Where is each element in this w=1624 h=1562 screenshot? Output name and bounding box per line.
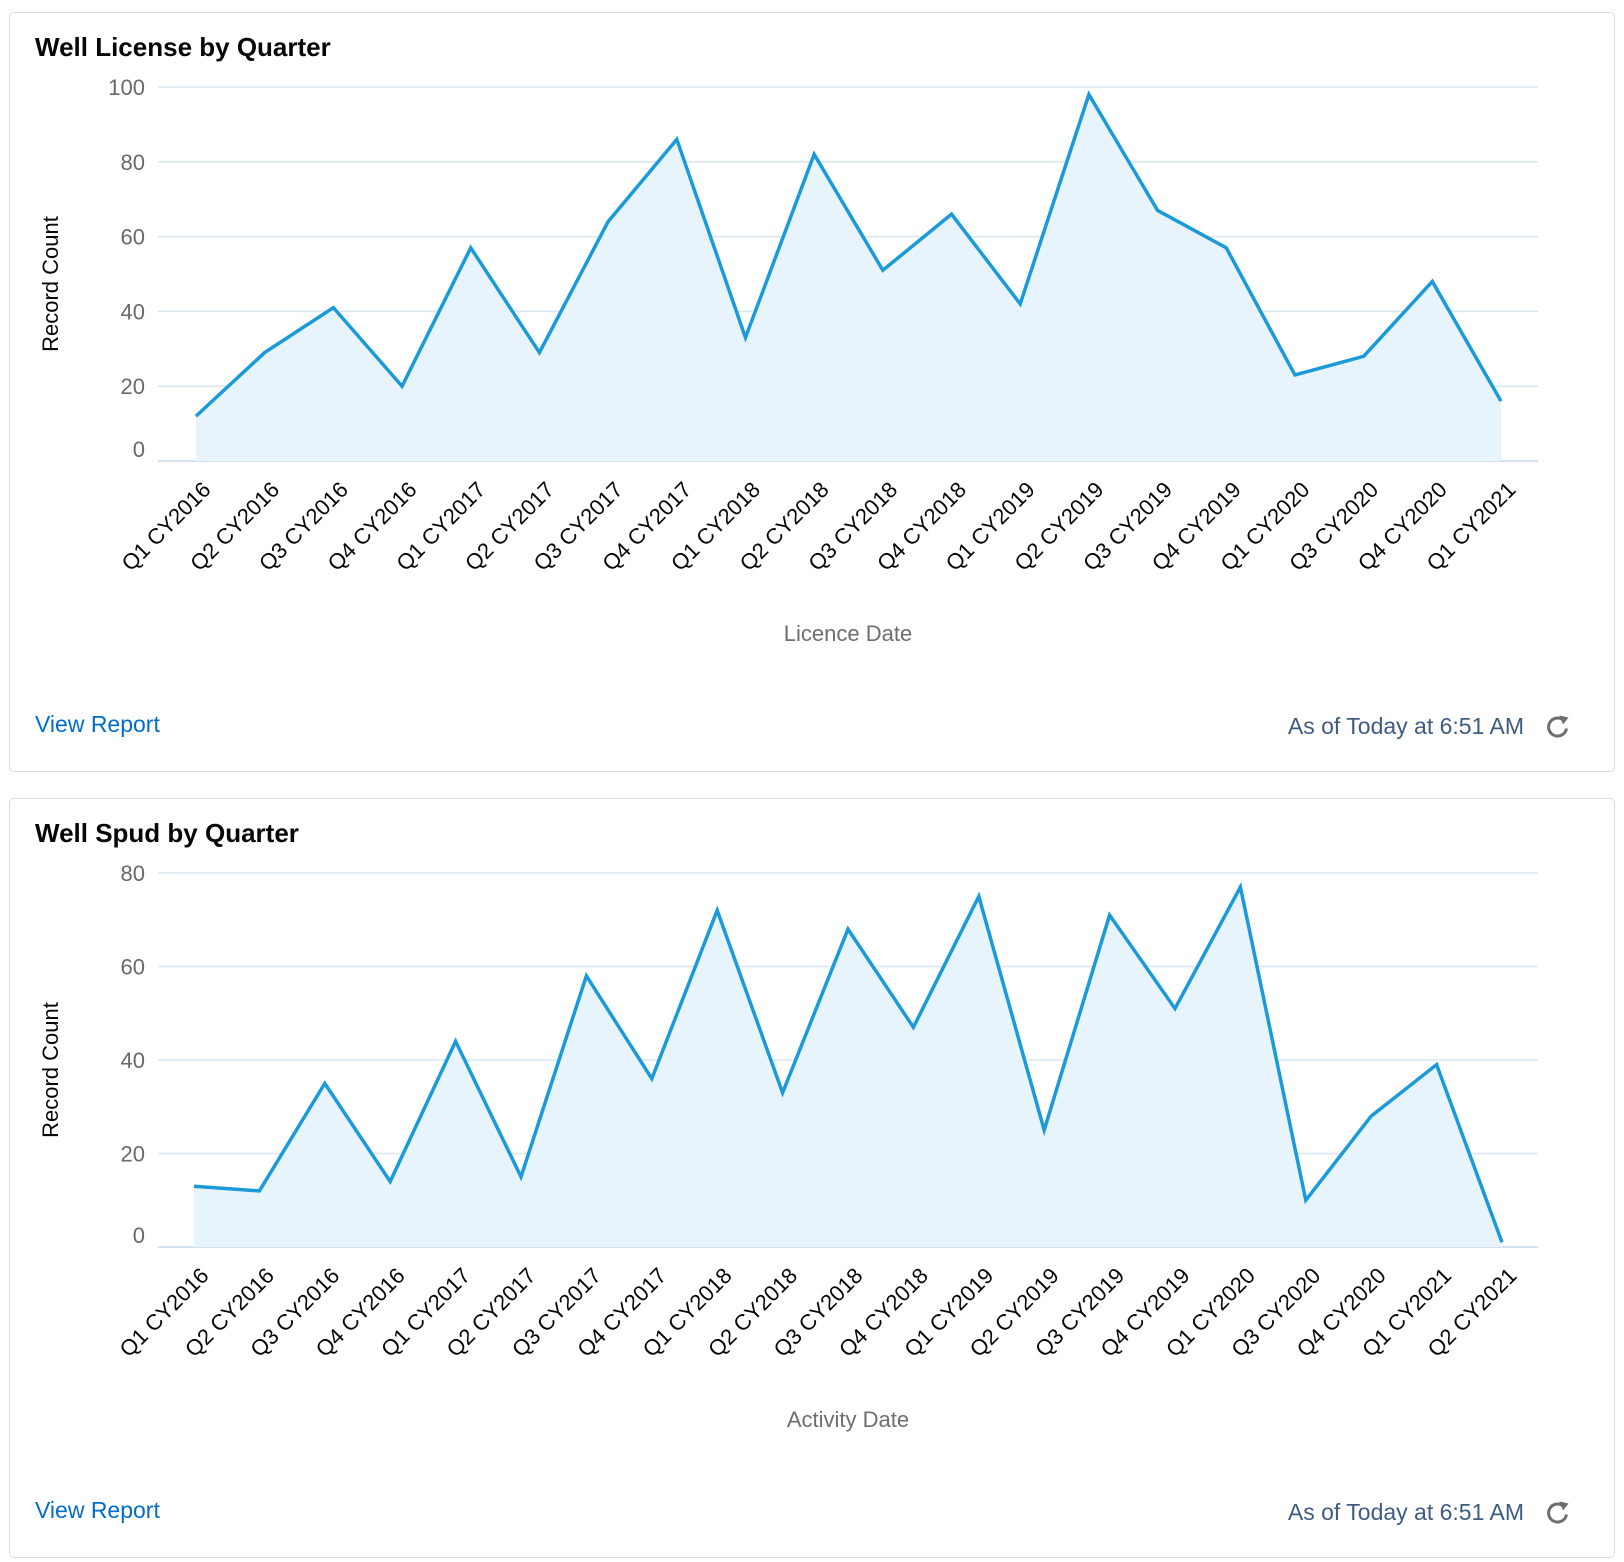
- y-tick-label: 20: [121, 374, 145, 399]
- view-report-link[interactable]: View Report: [35, 711, 160, 737]
- data-point[interactable]: [875, 262, 891, 278]
- chart-card-well-license: Well License by Quarter 0 20 40 60 80 100 Q1 C…: [9, 12, 1615, 772]
- data-point[interactable]: [448, 1033, 464, 1049]
- data-point[interactable]: [944, 206, 960, 222]
- y-tick-label: 100: [108, 75, 145, 100]
- data-point[interactable]: [971, 888, 987, 904]
- data-point[interactable]: [737, 330, 753, 346]
- data-point[interactable]: [513, 1169, 529, 1185]
- data-point[interactable]: [394, 378, 410, 394]
- series-line: [193, 881, 1504, 1243]
- x-axis-title: Licence Date: [784, 621, 912, 646]
- y-tick-label: 80: [121, 861, 145, 886]
- data-point[interactable]: [1150, 202, 1166, 218]
- data-point[interactable]: [905, 1019, 921, 1035]
- data-point[interactable]: [188, 408, 204, 424]
- data-point[interactable]: [251, 1183, 267, 1199]
- y-tick-label: 60: [121, 955, 145, 980]
- data-point[interactable]: [257, 345, 273, 361]
- data-point[interactable]: [1218, 240, 1234, 256]
- y-tick-label: 80: [121, 150, 145, 175]
- series-area: [194, 887, 1502, 1247]
- data-point[interactable]: [840, 921, 856, 937]
- x-axis-title: Activity Date: [787, 1407, 909, 1432]
- data-point[interactable]: [806, 146, 822, 162]
- y-tick-label: 60: [121, 225, 145, 250]
- y-tick-label: 20: [121, 1142, 145, 1167]
- data-point[interactable]: [578, 968, 594, 984]
- data-point[interactable]: [1232, 879, 1248, 895]
- data-point[interactable]: [1167, 1001, 1183, 1017]
- as-of-timestamp: As of Today at 6:51 AM: [1287, 713, 1524, 739]
- series-line: [194, 90, 1503, 418]
- view-report-link[interactable]: View Report: [35, 1497, 160, 1523]
- y-axis-title: Record Count: [38, 216, 63, 352]
- data-point[interactable]: [1102, 907, 1118, 923]
- data-point[interactable]: [709, 902, 725, 918]
- data-point[interactable]: [1012, 296, 1028, 312]
- data-point[interactable]: [1356, 348, 1372, 364]
- data-point[interactable]: [1494, 1234, 1510, 1250]
- data-point[interactable]: [1298, 1192, 1314, 1208]
- data-point[interactable]: [463, 240, 479, 256]
- data-point[interactable]: [1493, 393, 1509, 409]
- data-point[interactable]: [1424, 273, 1440, 289]
- card-title: Well Spud by Quarter: [35, 818, 299, 848]
- data-point[interactable]: [531, 345, 547, 361]
- data-point[interactable]: [775, 1085, 791, 1101]
- y-tick-label: 40: [121, 299, 145, 324]
- data-point[interactable]: [1287, 367, 1303, 383]
- data-point[interactable]: [382, 1174, 398, 1190]
- data-point[interactable]: [1081, 86, 1097, 102]
- data-point[interactable]: [317, 1075, 333, 1091]
- data-point[interactable]: [1036, 1122, 1052, 1138]
- data-point[interactable]: [186, 1178, 202, 1194]
- y-tick-label: 0: [133, 437, 145, 462]
- series-area: [196, 94, 1501, 461]
- y-axis-title: Record Count: [38, 1002, 63, 1138]
- data-point[interactable]: [325, 300, 341, 316]
- y-tick-label: 0: [133, 1223, 145, 1248]
- data-point[interactable]: [644, 1071, 660, 1087]
- chart-card-well-spud: Well Spud by Quarter 0 20 40 60 80 Q1 CY2016 Q…: [9, 798, 1615, 1558]
- refresh-icon[interactable]: [1542, 1497, 1574, 1529]
- data-point[interactable]: [1363, 1108, 1379, 1124]
- as-of-timestamp: As of Today at 6:51 AM: [1287, 1499, 1524, 1525]
- card-title: Well License by Quarter: [35, 32, 331, 62]
- refresh-icon[interactable]: [1542, 711, 1574, 743]
- data-point[interactable]: [669, 131, 685, 147]
- y-tick-label: 40: [121, 1048, 145, 1073]
- data-point[interactable]: [600, 214, 616, 230]
- data-point[interactable]: [1429, 1057, 1445, 1073]
